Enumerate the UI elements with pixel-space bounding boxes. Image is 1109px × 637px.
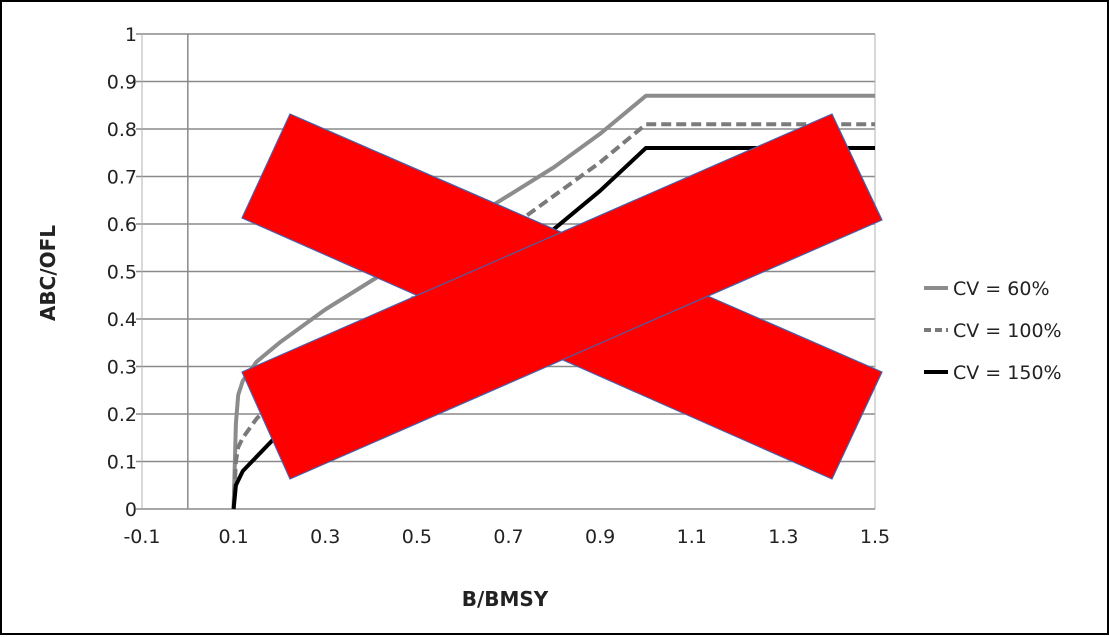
cross-bar-ascending [241, 113, 883, 480]
series-line-1 [231, 93, 875, 510]
y-tick-label: 0.9 [107, 72, 137, 94]
x-tick-label: 0.9 [585, 526, 615, 548]
x-tick-label: 1.1 [677, 526, 707, 548]
y-tick-label: 0 [125, 499, 137, 521]
axes [136, 33, 876, 510]
y-tick-label: 0.1 [107, 452, 137, 474]
y-tick-label: 0.5 [107, 262, 137, 284]
tick-labels: 0 0.1 0.2 0.3 0.4 0.5 0.6 0.7 0.8 0.9 1 -0.1 0.1 0.3 0… [107, 24, 890, 548]
x-tick-label: 1.3 [768, 526, 798, 548]
y-axis-title: ABC/OFL [36, 225, 60, 321]
x-tick-label: 0.3 [310, 526, 340, 548]
legend-label-3: CV = 150% [953, 362, 1062, 384]
x-tick-label: 0.5 [402, 526, 432, 548]
legend: CV = 60% CV = 100% CV = 150% [924, 278, 1062, 384]
y-tick-label: 0.4 [107, 309, 137, 331]
y-tick-label: 0.8 [107, 119, 137, 141]
x-tick-label: 0.7 [493, 526, 523, 548]
legend-label-2: CV = 100% [953, 320, 1062, 342]
y-tick-label: 0.3 [107, 357, 137, 379]
y-tick-label: 0.7 [107, 167, 137, 189]
y-tick-label: 0.2 [107, 404, 137, 426]
x-tick-label: 1.5 [860, 526, 890, 548]
x-tick-label: 0.1 [219, 526, 249, 548]
x-axis-title: B/BMSY [462, 587, 549, 611]
red-cross-overlay [241, 113, 883, 480]
x-tick-label: -0.1 [123, 526, 160, 548]
y-tick-label: 1 [125, 24, 137, 46]
y-tick-label: 0.6 [107, 214, 137, 236]
legend-label-1: CV = 60% [953, 278, 1050, 300]
